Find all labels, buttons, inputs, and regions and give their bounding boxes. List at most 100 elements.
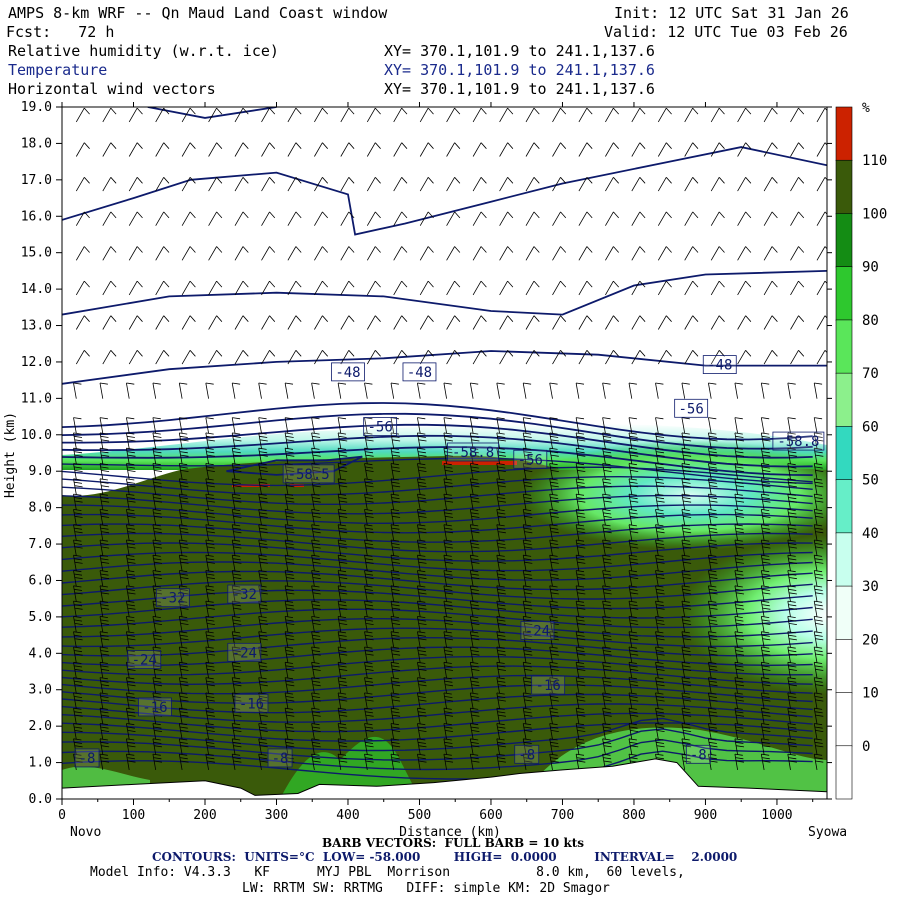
- wind-barb: [763, 142, 778, 157]
- wind-barb: [155, 315, 170, 330]
- y-tick-label: 13.0: [21, 319, 52, 334]
- wind-barb: [522, 509, 533, 526]
- wind-barb: [496, 753, 506, 770]
- wind-barb: [231, 723, 242, 740]
- wind-barb: [287, 142, 302, 157]
- wind-barb: [99, 524, 110, 541]
- contour-label: -24: [525, 623, 550, 639]
- wind-barb: [813, 447, 824, 464]
- wind-barb: [549, 753, 559, 770]
- wind-barb: [314, 350, 328, 365]
- wind-barb: [73, 585, 83, 602]
- wind-barb: [496, 463, 506, 480]
- wind-barb: [655, 600, 665, 617]
- wind-barb: [575, 585, 586, 602]
- wind-barb: [99, 539, 110, 556]
- wind-barb: [126, 554, 136, 572]
- wind-barb: [366, 107, 381, 123]
- wind-barb: [522, 661, 533, 679]
- wind-barb: [708, 616, 718, 633]
- wind-barb: [681, 493, 692, 510]
- wind-barb: [602, 585, 612, 602]
- y-tick-label: 15.0: [21, 246, 52, 261]
- colorbar-segment: [835, 692, 853, 747]
- colorbar-label: 0: [862, 739, 870, 755]
- contour-label-box: [363, 417, 398, 436]
- wind-barb: [258, 707, 268, 725]
- wind-barb: [258, 600, 268, 617]
- wind-barb: [390, 707, 401, 725]
- wind-barb: [126, 417, 135, 434]
- wind-barb: [549, 738, 559, 755]
- wind-barb: [734, 554, 745, 572]
- wind-barb: [602, 509, 612, 526]
- wind-barb: [813, 539, 824, 556]
- wind-barb: [284, 447, 295, 464]
- wind-barb: [499, 280, 514, 296]
- wind-barb: [760, 382, 770, 399]
- wind-barb: [417, 692, 427, 709]
- wind-barb: [602, 447, 612, 464]
- wind-barb: [337, 539, 348, 556]
- wind-barb: [552, 142, 567, 157]
- wind-barb: [152, 677, 163, 694]
- wind-barb: [760, 417, 770, 434]
- wind-barb: [760, 616, 771, 633]
- wind-barb: [790, 246, 805, 261]
- wind-barb: [522, 447, 533, 464]
- wind-barb: [708, 661, 718, 679]
- wind-barb: [340, 350, 355, 365]
- wind-barb: [181, 211, 196, 226]
- wind-barb: [575, 382, 585, 399]
- wind-barb: [126, 493, 136, 510]
- wind-barb: [631, 246, 646, 261]
- wind-barb: [337, 509, 348, 526]
- wind-barb: [469, 692, 480, 709]
- y-tick-label: 9.0: [29, 464, 52, 479]
- wind-barb: [813, 463, 824, 480]
- wind-barb: [234, 280, 249, 296]
- wind-barb: [443, 463, 454, 480]
- wind-barb: [628, 631, 639, 648]
- wind-barb: [522, 570, 533, 587]
- wind-barb: [760, 661, 771, 679]
- wind-barb: [446, 107, 461, 123]
- wind-barb: [734, 524, 745, 541]
- wind-barb: [816, 211, 827, 226]
- wind-barb: [469, 707, 480, 725]
- wind-barb: [126, 447, 136, 464]
- wind-barb: [178, 723, 189, 740]
- wind-barb: [152, 417, 161, 434]
- wind-barb: [628, 382, 637, 399]
- wind-barb: [152, 447, 163, 464]
- contour-label-box: [402, 362, 437, 382]
- contour-labels: -48 -48 -48 -56 -56 -56 -58.8 -58.8 -58.5 -32 -32 -…: [74, 355, 825, 768]
- wind-barb: [578, 177, 593, 192]
- wind-barb: [655, 631, 665, 648]
- wind-barb: [128, 350, 143, 365]
- wind-barb: [446, 246, 461, 261]
- wind-barb: [311, 661, 321, 679]
- field-xy-rh: XY= 370.1,101.9 to 241.1,137.6: [384, 42, 655, 60]
- temperature-contour: [62, 739, 813, 771]
- wind-barb: [340, 107, 355, 123]
- wind-barb: [446, 315, 461, 330]
- wind-barb: [446, 177, 461, 192]
- wind-barb: [126, 661, 136, 679]
- wind-barb: [102, 350, 117, 365]
- wind-barb: [231, 539, 242, 556]
- contour-label: -16: [239, 696, 264, 712]
- wind-barb: [708, 723, 718, 740]
- wind-barb: [443, 692, 454, 709]
- wind-barb: [575, 661, 586, 679]
- wind-barb: [496, 616, 506, 633]
- temperature-contour: [62, 608, 813, 629]
- wind-barb: [443, 661, 454, 679]
- wind-barb: [311, 382, 320, 399]
- wind-barb: [787, 463, 797, 480]
- wind-barb: [364, 509, 374, 526]
- wind-barb: [496, 738, 506, 755]
- wind-barb: [337, 478, 348, 495]
- colorbar-label: 30: [862, 579, 879, 595]
- wind-barb: [602, 738, 612, 755]
